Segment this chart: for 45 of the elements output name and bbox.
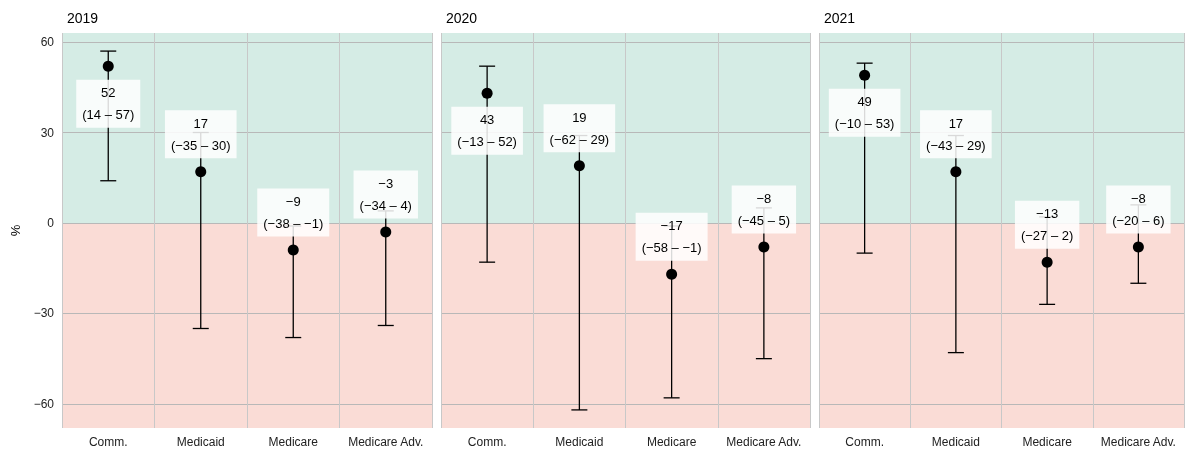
data-label: 17 (−43 – 29) bbox=[926, 115, 986, 153]
x-tick-label: Medicare Adv. bbox=[1100, 435, 1176, 449]
data-label: −9 (−38 – −1) bbox=[263, 194, 324, 232]
y-tick-label: 30 bbox=[40, 125, 55, 140]
point bbox=[1132, 241, 1144, 253]
x-tick-label: Medicare Adv. bbox=[726, 435, 802, 449]
point bbox=[859, 69, 871, 81]
x-tick-label: Medicare Adv. bbox=[348, 435, 424, 449]
data-label: −3 (−34 – 4) bbox=[359, 176, 412, 214]
data-label: 17 (−35 – 30) bbox=[170, 115, 231, 153]
point bbox=[758, 241, 770, 253]
chart-title: 2021 bbox=[824, 10, 856, 26]
data-label: −8 (−45 – 5) bbox=[737, 191, 791, 229]
data-label: −17 (−58 – −1) bbox=[641, 218, 702, 256]
y-tick-label: −30 bbox=[33, 306, 55, 321]
x-tick-label: Medicaid bbox=[931, 435, 980, 449]
x-tick-label: Medicaid bbox=[555, 435, 604, 449]
point bbox=[481, 87, 493, 99]
data-label: −8 (−20 – 6) bbox=[1112, 191, 1165, 229]
point bbox=[950, 166, 962, 178]
point bbox=[102, 60, 114, 72]
x-tick-label: Comm. bbox=[467, 435, 507, 449]
x-tick-label: Comm. bbox=[88, 435, 128, 449]
chart-title: 2020 bbox=[446, 10, 478, 26]
point bbox=[287, 244, 299, 256]
data-label: 52 (14 – 57) bbox=[82, 85, 135, 123]
x-tick-label: Medicare bbox=[268, 435, 319, 449]
x-tick-label: Medicare bbox=[1022, 435, 1073, 449]
data-label: 19 (−62 – 29) bbox=[549, 109, 610, 147]
data-label: 49 (−10 – 53) bbox=[834, 94, 895, 132]
y-axis-title: % bbox=[8, 224, 23, 237]
y-tick-label: 0 bbox=[47, 215, 55, 230]
point bbox=[666, 268, 678, 280]
x-tick-label: Medicaid bbox=[176, 435, 225, 449]
data-label: 43 (−13 – 52) bbox=[457, 112, 517, 150]
point bbox=[195, 166, 207, 178]
data-label: −13 (−27 – 2) bbox=[1020, 206, 1074, 244]
point bbox=[573, 160, 585, 172]
x-tick-label: Comm. bbox=[845, 435, 884, 449]
point bbox=[380, 226, 392, 238]
chart-title: 2019 bbox=[67, 10, 99, 26]
x-tick-label: Medicare bbox=[646, 435, 697, 449]
y-tick-label: 60 bbox=[40, 35, 55, 50]
y-tick-label: −60 bbox=[33, 396, 55, 411]
point bbox=[1041, 256, 1053, 268]
